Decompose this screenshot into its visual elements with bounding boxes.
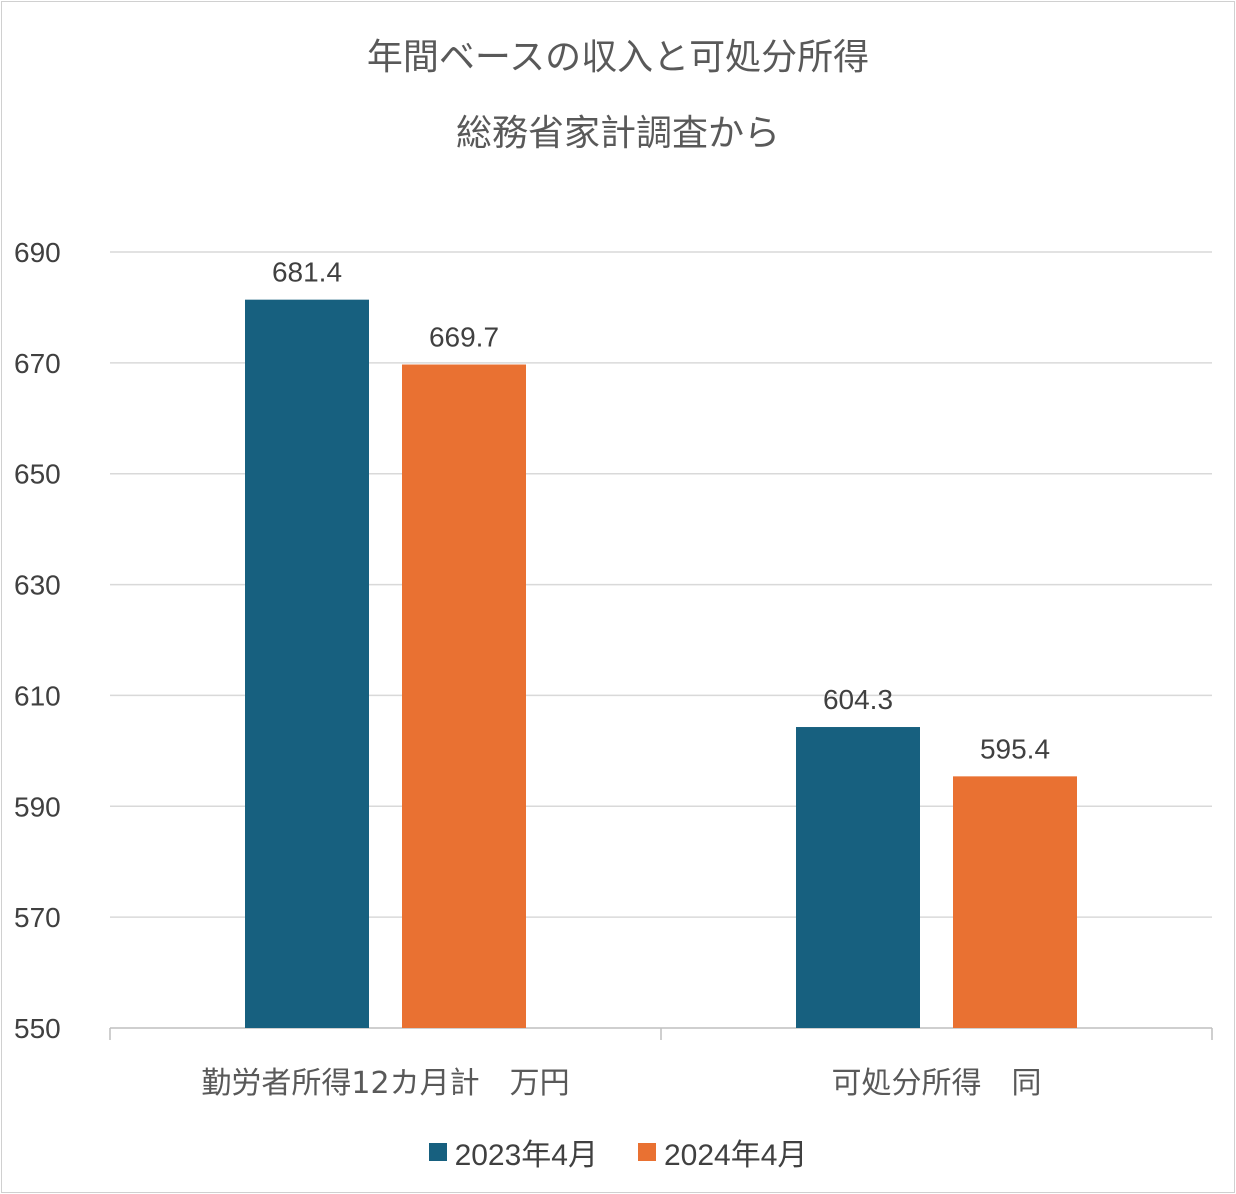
- data-label: 681.4: [272, 257, 342, 288]
- chart-title: 年間ベースの収入と可処分所得: [366, 37, 870, 78]
- bar-2024-0: [402, 364, 526, 1028]
- y-tick-label: 670: [14, 348, 61, 379]
- data-label: 669.7: [429, 322, 499, 353]
- bar-2023-1: [796, 727, 920, 1028]
- y-tick-label: 610: [14, 680, 61, 711]
- legend-label-2023: 2023年4月: [454, 1139, 598, 1172]
- category-label: 可処分所得 同: [832, 1066, 1042, 1101]
- y-tick-label: 650: [14, 459, 61, 490]
- chart-subtitle: 総務省家計調査から: [455, 113, 780, 154]
- legend-item-2023: 2023年4月: [428, 1130, 598, 1174]
- y-tick-label: 570: [14, 902, 61, 933]
- legend-label-2024: 2024年4月: [664, 1139, 808, 1172]
- legend-item-2024: 2024年4月: [638, 1130, 807, 1174]
- data-label: 604.3: [823, 684, 893, 715]
- legend-swatch-2024: [638, 1143, 656, 1161]
- y-tick-label: 550: [14, 1013, 61, 1044]
- data-label: 595.4: [980, 733, 1050, 764]
- bar-2023-0: [245, 299, 369, 1028]
- y-tick-label: 690: [14, 237, 61, 268]
- y-tick-label: 590: [14, 791, 61, 822]
- legend: 2023年4月 2024年4月: [0, 1130, 1236, 1174]
- category-label: 勤労者所得12カ月計 万円: [201, 1066, 569, 1101]
- bar-2024-1: [953, 776, 1077, 1028]
- legend-swatch-2023: [428, 1143, 447, 1161]
- y-tick-label: 630: [14, 570, 61, 601]
